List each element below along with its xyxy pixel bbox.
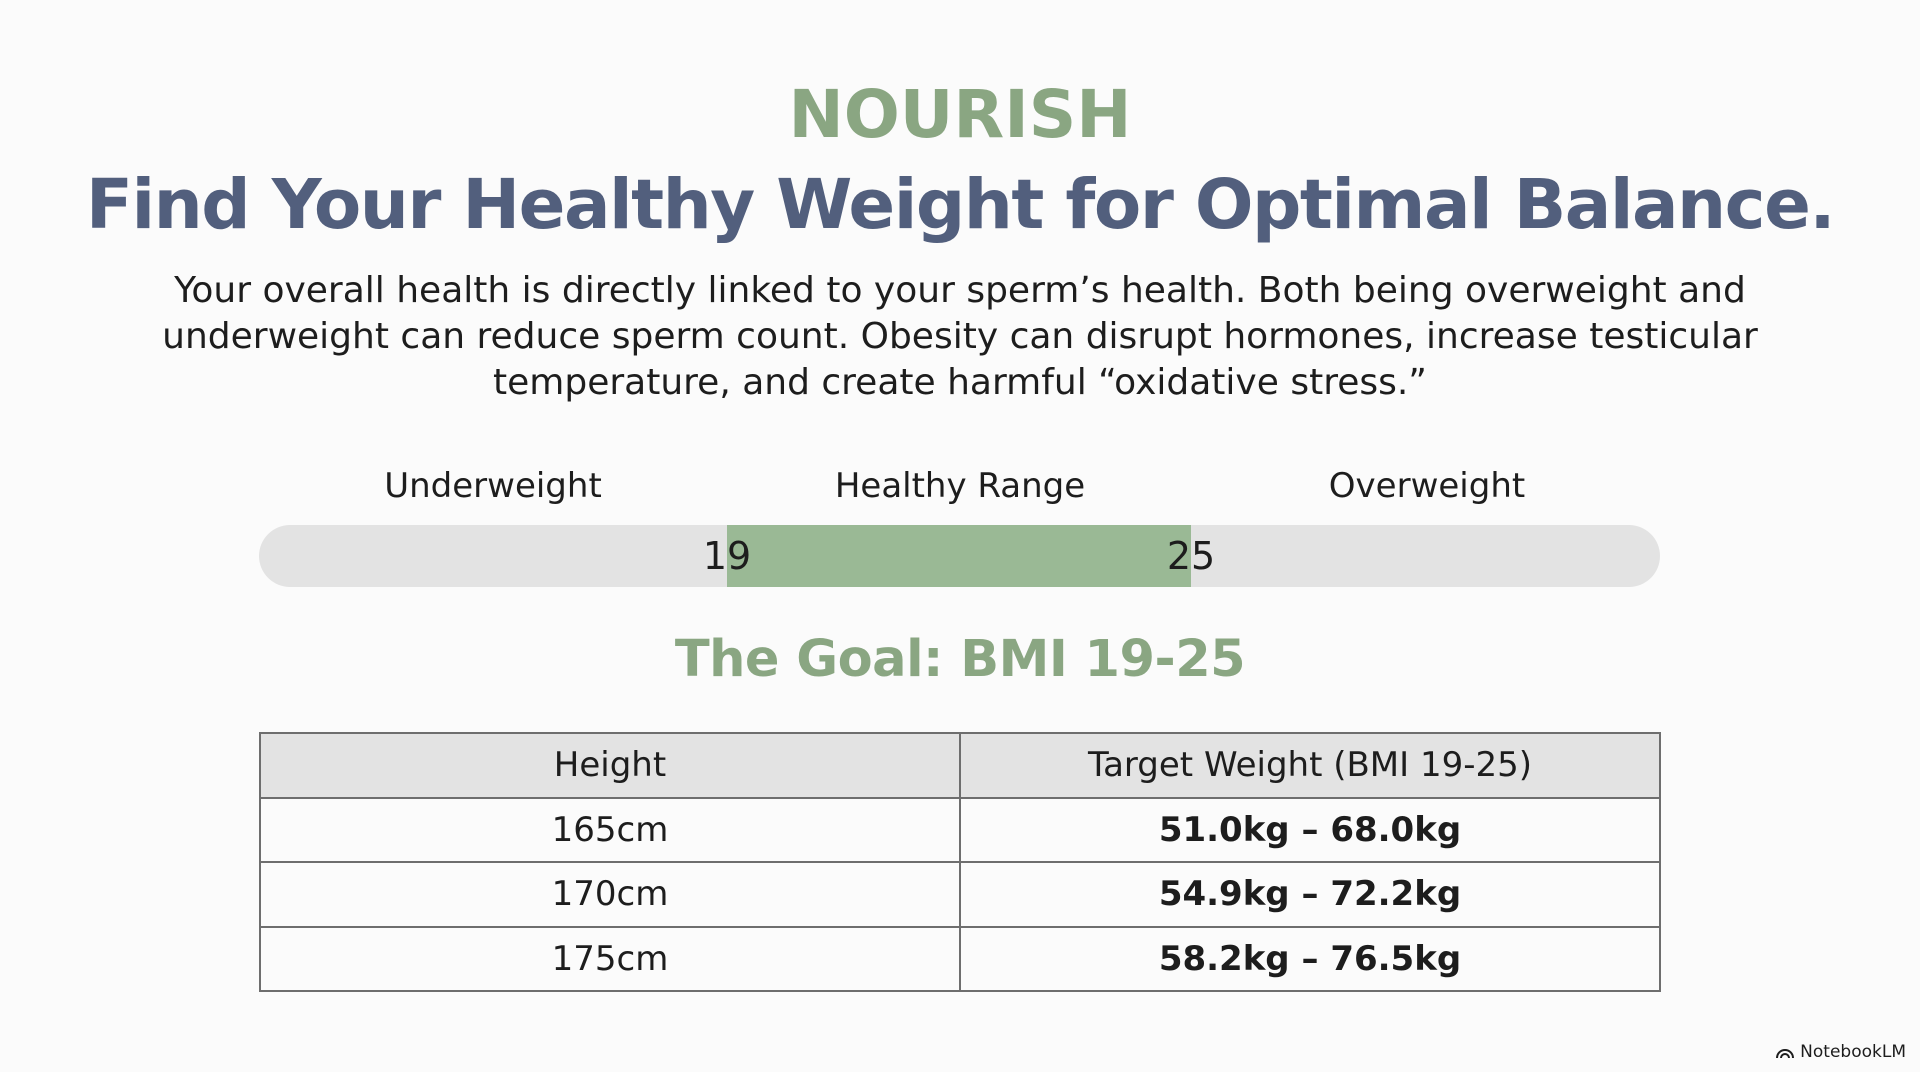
overweight-label: Overweight bbox=[1328, 466, 1526, 506]
weight-range-cell: 51.0kg – 68.0kg bbox=[959, 796, 1661, 863]
bmi-scale-bar: 19 25 bbox=[259, 525, 1660, 587]
section-kicker: NOURISH bbox=[788, 76, 1132, 153]
page-title: Find Your Healthy Weight for Optimal Bal… bbox=[85, 165, 1836, 245]
height-column-header: Height bbox=[259, 732, 961, 799]
brand-name: NotebookLM bbox=[1800, 1042, 1906, 1062]
weight-range-cell: 58.2kg – 76.5kg bbox=[959, 925, 1661, 992]
height-cell: 170cm bbox=[259, 861, 961, 928]
healthy-range-segment bbox=[727, 525, 1191, 587]
table-row: 175cm 58.2kg – 76.5kg bbox=[259, 925, 1661, 992]
table-row: 170cm 54.9kg – 72.2kg bbox=[259, 861, 1661, 928]
underweight-label: Underweight bbox=[384, 466, 602, 506]
bmi-high-tick: 25 bbox=[1166, 534, 1216, 578]
intro-paragraph: Your overall health is directly linked t… bbox=[162, 270, 1758, 403]
goal-heading: The Goal: BMI 19-25 bbox=[674, 630, 1246, 689]
table-row: 165cm 51.0kg – 68.0kg bbox=[259, 796, 1661, 863]
height-cell: 175cm bbox=[259, 925, 961, 992]
healthy-range-label: Healthy Range bbox=[834, 466, 1086, 506]
bmi-scale-labels: Underweight Healthy Range Overweight bbox=[0, 466, 1920, 516]
height-cell: 165cm bbox=[259, 796, 961, 863]
weight-range-cell: 54.9kg – 72.2kg bbox=[959, 861, 1661, 928]
notebooklm-logo-icon bbox=[1776, 1049, 1795, 1059]
target-weight-column-header: Target Weight (BMI 19-25) bbox=[959, 732, 1661, 799]
bmi-low-tick: 19 bbox=[702, 534, 752, 578]
target-weight-table: Height Target Weight (BMI 19-25) 165cm 5… bbox=[259, 732, 1661, 992]
table-header-row: Height Target Weight (BMI 19-25) bbox=[259, 732, 1661, 799]
notebooklm-watermark: NotebookLM bbox=[1775, 1042, 1906, 1062]
